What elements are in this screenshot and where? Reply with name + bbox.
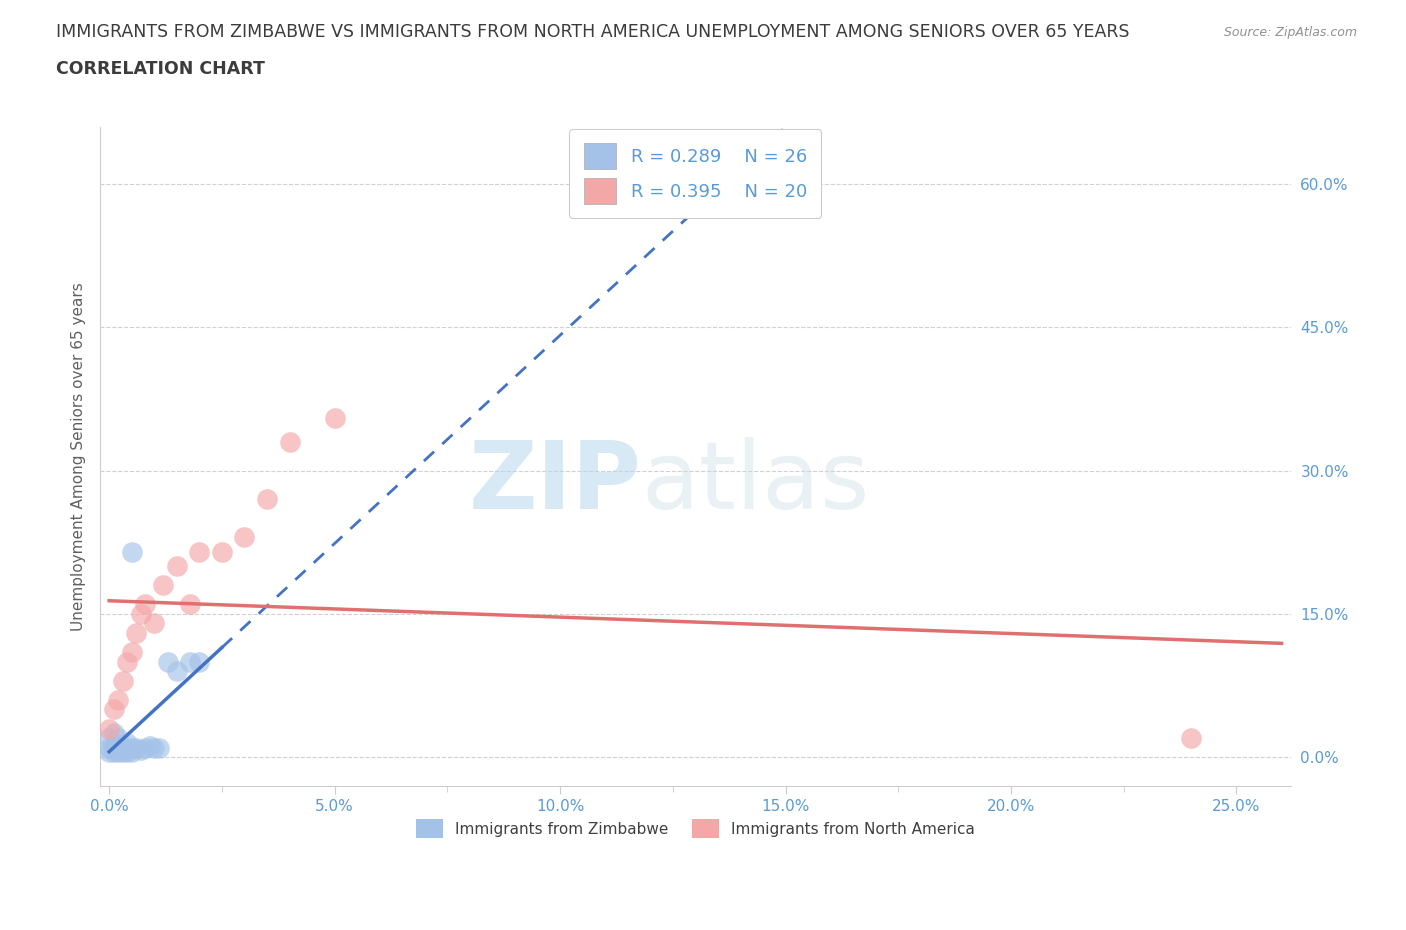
Point bbox=[134, 740, 156, 755]
Point bbox=[166, 559, 188, 574]
Point bbox=[115, 736, 138, 751]
Point bbox=[125, 740, 148, 755]
Point bbox=[111, 745, 134, 760]
Point bbox=[121, 544, 143, 559]
Point bbox=[121, 644, 143, 659]
Point bbox=[129, 742, 152, 757]
Point bbox=[188, 544, 211, 559]
Text: IMMIGRANTS FROM ZIMBABWE VS IMMIGRANTS FROM NORTH AMERICA UNEMPLOYMENT AMONG SEN: IMMIGRANTS FROM ZIMBABWE VS IMMIGRANTS F… bbox=[56, 23, 1130, 41]
Point bbox=[148, 740, 170, 755]
Point bbox=[107, 693, 129, 708]
Point bbox=[138, 738, 160, 753]
Point bbox=[115, 745, 138, 760]
Point bbox=[143, 740, 166, 755]
Point bbox=[98, 745, 121, 760]
Point bbox=[278, 434, 301, 449]
Point bbox=[166, 664, 188, 679]
Point bbox=[188, 655, 211, 670]
Point bbox=[156, 655, 179, 670]
Point bbox=[179, 655, 201, 670]
Point bbox=[107, 740, 129, 755]
Point bbox=[115, 655, 138, 670]
Point bbox=[111, 740, 134, 755]
Point bbox=[98, 731, 121, 746]
Point bbox=[103, 738, 125, 753]
Point bbox=[98, 721, 121, 736]
Point bbox=[211, 544, 233, 559]
Text: Source: ZipAtlas.com: Source: ZipAtlas.com bbox=[1223, 26, 1357, 39]
Text: atlas: atlas bbox=[641, 437, 870, 528]
Point bbox=[179, 597, 201, 612]
Point bbox=[323, 411, 346, 426]
Point bbox=[111, 673, 134, 688]
Point bbox=[134, 597, 156, 612]
Point bbox=[107, 745, 129, 760]
Point bbox=[107, 731, 129, 746]
Point bbox=[233, 530, 256, 545]
Point bbox=[256, 492, 278, 507]
Text: ZIP: ZIP bbox=[470, 437, 641, 528]
Point bbox=[103, 745, 125, 760]
Point bbox=[152, 578, 174, 592]
Point bbox=[143, 616, 166, 631]
Point bbox=[103, 726, 125, 741]
Point bbox=[129, 606, 152, 621]
Legend: Immigrants from Zimbabwe, Immigrants from North America: Immigrants from Zimbabwe, Immigrants fro… bbox=[409, 814, 981, 844]
Point bbox=[103, 702, 125, 717]
Point bbox=[121, 745, 143, 760]
Text: CORRELATION CHART: CORRELATION CHART bbox=[56, 60, 266, 78]
Point bbox=[125, 626, 148, 641]
Y-axis label: Unemployment Among Seniors over 65 years: Unemployment Among Seniors over 65 years bbox=[72, 282, 86, 631]
Point bbox=[98, 740, 121, 755]
Point bbox=[1180, 731, 1202, 746]
Point bbox=[121, 740, 143, 755]
